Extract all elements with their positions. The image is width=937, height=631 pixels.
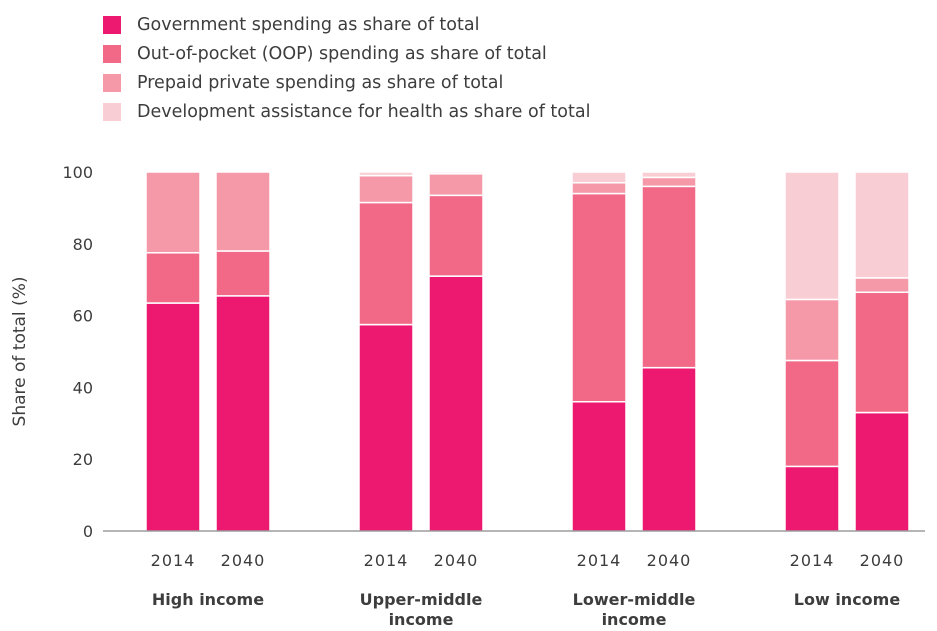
bar-segment xyxy=(215,171,271,252)
legend-swatch xyxy=(103,15,121,34)
bar-segment xyxy=(641,171,697,179)
legend-swatch xyxy=(103,44,121,63)
bar-segment xyxy=(571,401,627,532)
x-tick-label: 2040 xyxy=(221,551,266,570)
bar-segment xyxy=(854,171,910,279)
legend-label: Government spending as share of total xyxy=(137,14,480,35)
bar-segment xyxy=(854,411,910,532)
bar-segment xyxy=(358,171,414,177)
y-tick-label: 20 xyxy=(73,450,93,469)
bar-segment xyxy=(428,171,484,175)
bar-segment xyxy=(145,171,201,254)
y-tick-label: 0 xyxy=(83,522,93,541)
bar-segment xyxy=(428,194,484,277)
x-tick-label: 2014 xyxy=(790,551,835,570)
group-label: Low income xyxy=(794,590,901,609)
bar-segment xyxy=(784,298,840,362)
x-tick-label: 2040 xyxy=(860,551,905,570)
x-tick-label: 2014 xyxy=(577,551,622,570)
legend-label: Prepaid private spending as share of tot… xyxy=(137,72,504,93)
group-label: Lower-middle income xyxy=(573,590,696,627)
bar-segment xyxy=(358,174,414,204)
bar-segment xyxy=(145,302,201,532)
legend-label: Out-of-pocket (OOP) spending as share of… xyxy=(137,43,547,64)
legend-swatch xyxy=(103,102,121,121)
legend-item: Development assistance for health as sha… xyxy=(103,97,590,126)
legend-item: Out-of-pocket (OOP) spending as share of… xyxy=(103,39,590,68)
bar-segment xyxy=(784,465,840,532)
y-tick-label: 100 xyxy=(62,163,93,182)
bar-segment xyxy=(358,323,414,532)
legend-label: Development assistance for health as sha… xyxy=(137,101,591,122)
legend-item: Prepaid private spending as share of tot… xyxy=(103,68,590,97)
y-tick-label: 60 xyxy=(73,307,93,326)
bar-segment xyxy=(571,182,627,195)
x-tick-label: 2040 xyxy=(647,551,692,570)
bar-segment xyxy=(215,295,271,532)
x-tick-label: 2014 xyxy=(151,551,196,570)
group-label: High income xyxy=(152,590,264,609)
x-tick-label: 2014 xyxy=(364,551,409,570)
bar-segment xyxy=(215,250,271,297)
bar-segment xyxy=(358,201,414,326)
legend-item: Government spending as share of total xyxy=(103,10,590,39)
bar-segment xyxy=(571,171,627,184)
bar-segment xyxy=(428,173,484,197)
x-tick-label: 2040 xyxy=(434,551,479,570)
y-axis-title: Share of total (%) xyxy=(10,277,30,427)
bar-segment xyxy=(854,291,910,414)
bar-segment xyxy=(145,252,201,304)
legend: Government spending as share of total Out… xyxy=(103,10,590,126)
bar-segment xyxy=(641,366,697,532)
bar-segment xyxy=(784,359,840,468)
bar-segment xyxy=(641,176,697,188)
bar-segment xyxy=(571,192,627,403)
bar-segment xyxy=(641,185,697,369)
legend-swatch xyxy=(103,73,121,92)
y-tick-label: 80 xyxy=(73,235,93,254)
bar-segment xyxy=(428,275,484,532)
group-label: Upper-middle income xyxy=(360,590,483,627)
bar-segment xyxy=(784,171,840,301)
bar-segment xyxy=(854,277,910,294)
y-tick-label: 40 xyxy=(73,378,93,397)
